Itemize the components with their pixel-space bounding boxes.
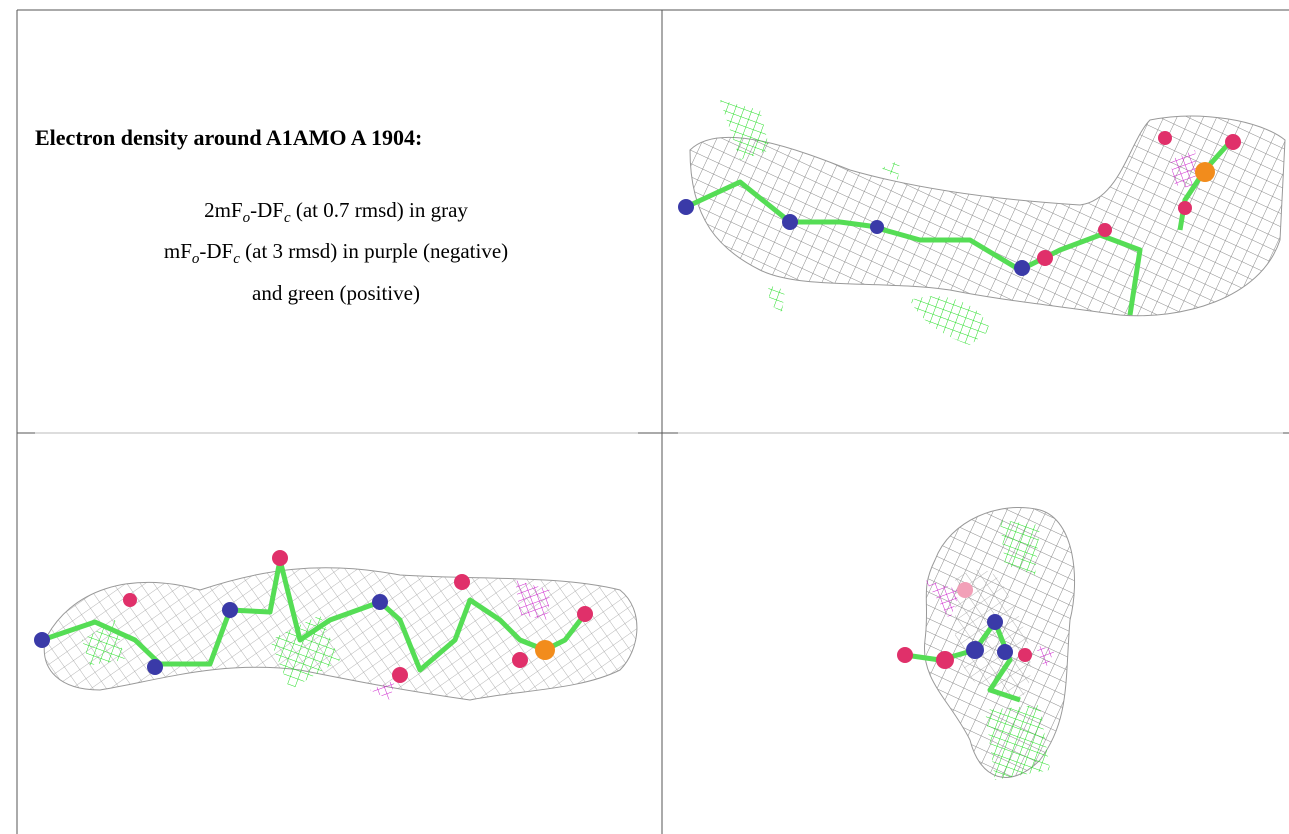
- legend-line: and green (positive): [252, 281, 420, 305]
- text-run: (at 0.7 rmsd) in gray: [291, 198, 469, 222]
- atom: [147, 659, 163, 675]
- atom: [1225, 134, 1241, 150]
- atom: [1158, 131, 1172, 145]
- atom: [123, 593, 137, 607]
- atom: [966, 641, 984, 659]
- density-view-end: [897, 507, 1075, 780]
- positive-density: [985, 705, 1050, 780]
- density-view-top: [678, 100, 1285, 345]
- atom: [870, 220, 884, 234]
- atom: [1037, 250, 1053, 266]
- legend-line: 2mFo-DFc (at 0.7 rmsd) in gray: [204, 198, 468, 226]
- text-run: -DF: [250, 198, 284, 222]
- atom: [272, 550, 288, 566]
- atom: [782, 214, 798, 230]
- density-mesh: [44, 568, 637, 700]
- atom: [936, 651, 954, 669]
- legend-title: Electron density around A1AMO A 1904:: [35, 125, 422, 150]
- text-run: -DF: [199, 239, 233, 263]
- atom: [1178, 201, 1192, 215]
- atom: [454, 574, 470, 590]
- atom: [678, 199, 694, 215]
- atom: [1018, 648, 1032, 662]
- text-run: mF: [164, 239, 192, 263]
- atom: [392, 667, 408, 683]
- positive-density: [910, 296, 990, 345]
- atom: [222, 602, 238, 618]
- legend-line: mFo-DFc (at 3 rmsd) in purple (negative): [164, 239, 508, 267]
- atom: [997, 644, 1013, 660]
- atom: [987, 614, 1003, 630]
- page: Electron density around A1AMO A 1904: 2m…: [0, 0, 1289, 834]
- density-view-side: [34, 550, 637, 700]
- atom: [897, 647, 913, 663]
- atom: [34, 632, 50, 648]
- text-run: and green (positive): [252, 281, 420, 305]
- text-run: 2mF: [204, 198, 243, 222]
- atom: [577, 606, 593, 622]
- atom: [1014, 260, 1030, 276]
- atom: [957, 582, 973, 598]
- atom: [1195, 162, 1215, 182]
- atom: [512, 652, 528, 668]
- atom: [535, 640, 555, 660]
- positive-density: [768, 285, 785, 312]
- legend-lines: 2mFo-DFc (at 0.7 rmsd) in gray mFo-DFc (a…: [164, 198, 508, 305]
- positive-density: [882, 160, 900, 180]
- text-run: (at 3 rmsd) in purple (negative): [240, 239, 508, 263]
- figure-table: Electron density around A1AMO A 1904: 2m…: [0, 0, 1289, 834]
- atom: [1098, 223, 1112, 237]
- atom: [372, 594, 388, 610]
